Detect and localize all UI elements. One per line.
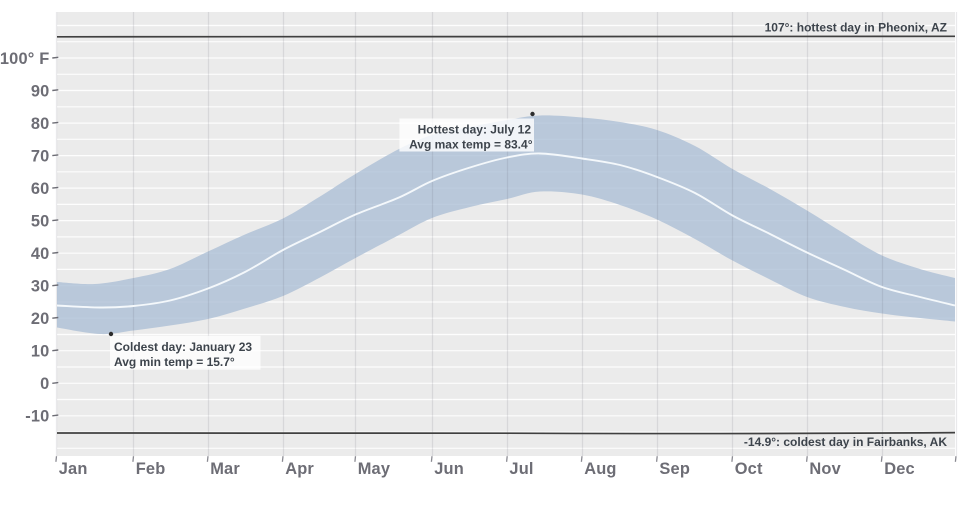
svg-text:80: 80 bbox=[31, 115, 50, 133]
svg-text:Jun: Jun bbox=[434, 460, 464, 478]
svg-text:Hottest day: July 12: Hottest day: July 12 bbox=[418, 123, 532, 137]
svg-text:Mar: Mar bbox=[210, 460, 240, 478]
svg-text:Feb: Feb bbox=[136, 460, 166, 478]
svg-text:Dec: Dec bbox=[884, 460, 915, 478]
svg-text:30: 30 bbox=[31, 278, 50, 296]
svg-text:0: 0 bbox=[40, 375, 49, 393]
svg-text:100° F: 100° F bbox=[0, 50, 50, 68]
svg-text:Nov: Nov bbox=[809, 460, 841, 478]
svg-text:50: 50 bbox=[31, 212, 50, 230]
svg-text:May: May bbox=[358, 460, 391, 478]
svg-text:40: 40 bbox=[31, 245, 50, 263]
svg-text:Oct: Oct bbox=[735, 460, 763, 478]
svg-text:Coldest day: January 23: Coldest day: January 23 bbox=[114, 340, 252, 354]
svg-text:-10: -10 bbox=[25, 408, 49, 426]
svg-text:Jan: Jan bbox=[59, 460, 88, 478]
svg-text:Avg max temp = 83.4°: Avg max temp = 83.4° bbox=[409, 138, 533, 152]
svg-text:Sep: Sep bbox=[659, 460, 690, 478]
svg-text:60: 60 bbox=[31, 180, 50, 198]
svg-text:Jul: Jul bbox=[509, 460, 533, 478]
svg-text:Apr: Apr bbox=[285, 460, 314, 478]
svg-text:20: 20 bbox=[31, 310, 50, 328]
svg-text:107°: hottest day in Pheonix,: 107°: hottest day in Pheonix, AZ bbox=[765, 21, 947, 35]
svg-text:10: 10 bbox=[31, 343, 50, 361]
svg-text:90: 90 bbox=[31, 82, 50, 100]
svg-text:Aug: Aug bbox=[584, 460, 616, 478]
svg-text:70: 70 bbox=[31, 147, 50, 165]
svg-text:-14.9°: coldest day in Fairban: -14.9°: coldest day in Fairbanks, AK bbox=[744, 435, 947, 449]
svg-text:Avg min temp = 15.7°: Avg min temp = 15.7° bbox=[114, 355, 235, 369]
